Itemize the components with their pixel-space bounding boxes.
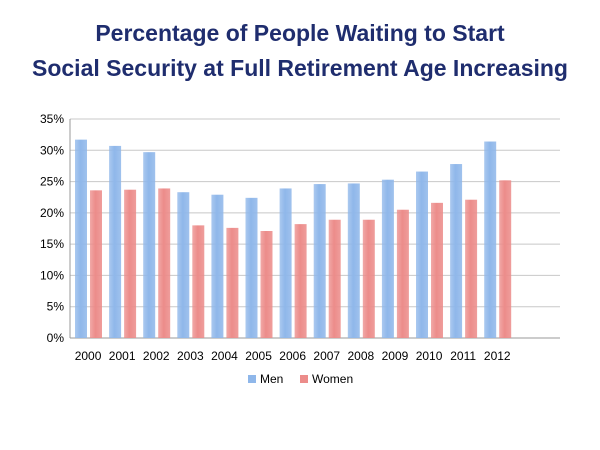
bar-men-2000	[75, 139, 87, 338]
bar-women-2009	[396, 209, 409, 338]
x-tick-label: 2000	[75, 349, 102, 363]
y-tick-label: 20%	[40, 206, 64, 220]
y-tick-label: 35%	[40, 112, 64, 126]
bar-women-2000	[90, 190, 102, 338]
bar-men-2012	[484, 141, 497, 338]
bar-women-2008	[362, 219, 375, 338]
y-tick-label: 10%	[40, 268, 64, 282]
bar-women-2004	[226, 227, 239, 338]
x-tick-label: 2003	[177, 349, 204, 363]
bar-men-2011	[450, 164, 463, 338]
bar-men-2001	[109, 145, 122, 338]
x-tick-label: 2004	[211, 349, 238, 363]
bar-women-2010	[431, 202, 443, 338]
y-tick-label: 25%	[40, 175, 64, 189]
y-tick-label: 5%	[47, 300, 65, 314]
x-tick-label: 2008	[347, 349, 374, 363]
bar-men-2009	[381, 179, 394, 338]
bar-women-2002	[158, 188, 171, 338]
chart-title-line-1: Percentage of People Waiting to Start	[95, 20, 505, 46]
bar-women-2006	[294, 224, 307, 338]
x-tick-label: 2001	[109, 349, 136, 363]
bar-women-2005	[260, 231, 273, 338]
legend-swatch-men	[248, 375, 256, 383]
x-tick-label: 2002	[143, 349, 170, 363]
bar-women-2012	[499, 180, 512, 338]
bar-men-2002	[143, 152, 156, 338]
y-tick-label: 15%	[40, 237, 64, 251]
bar-men-2004	[211, 194, 224, 338]
y-tick-label: 0%	[47, 331, 65, 345]
x-tick-label: 2009	[382, 349, 409, 363]
bar-women-2011	[465, 199, 478, 338]
x-tick-label: 2007	[313, 349, 340, 363]
bar-women-2001	[124, 189, 137, 338]
legend-label-men: Men	[260, 372, 283, 386]
x-tick-label: 2011	[450, 349, 476, 363]
x-tick-label: 2012	[484, 349, 511, 363]
legend-label-women: Women	[312, 372, 353, 386]
bar-men-2010	[416, 171, 428, 338]
bar-men-2007	[313, 184, 326, 338]
bar-men-2008	[347, 183, 360, 338]
bar-men-2006	[279, 188, 292, 338]
bar-women-2003	[192, 225, 205, 338]
y-tick-label: 30%	[40, 143, 64, 157]
bar-men-2003	[177, 192, 190, 338]
x-tick-label: 2005	[245, 349, 272, 363]
chart-title-line-2: Social Security at Full Retirement Age I…	[32, 55, 568, 81]
x-tick-label: 2006	[279, 349, 306, 363]
x-tick-label: 2010	[416, 349, 443, 363]
bar-women-2007	[328, 219, 341, 338]
legend-swatch-women	[300, 375, 308, 383]
bar-men-2005	[245, 197, 258, 338]
